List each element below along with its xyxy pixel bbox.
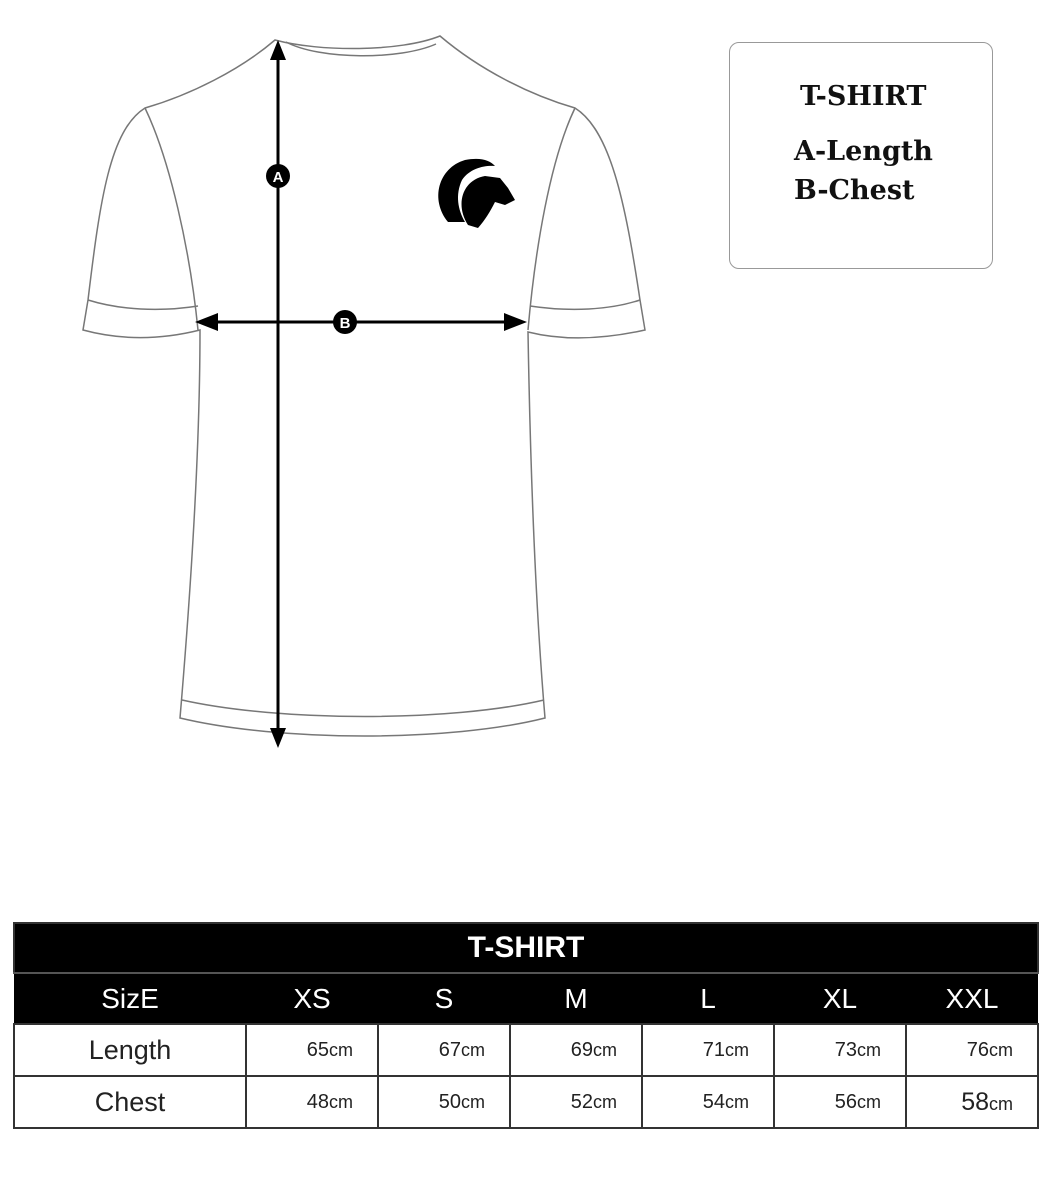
unit-label: cm: [593, 1039, 617, 1060]
measurement-value: 73: [834, 1038, 857, 1061]
length-arrow: [270, 40, 286, 748]
measurement-cell: 69cm: [509, 1023, 643, 1077]
measurement-value: 50: [438, 1090, 461, 1113]
measurement-cell: 76cm: [905, 1023, 1039, 1077]
unit-label: cm: [857, 1039, 881, 1060]
measurement-value: 52: [570, 1090, 593, 1113]
measurement-cell: 71cm: [641, 1023, 775, 1077]
measurement-cell: 54cm: [641, 1075, 775, 1129]
size-header: XS: [246, 972, 378, 1025]
measurement-value: 56: [834, 1090, 857, 1113]
unit-label: cm: [329, 1091, 353, 1112]
measurement-cell: 52cm: [509, 1075, 643, 1129]
unit-label: cm: [329, 1039, 353, 1060]
table-header-row: SizE XS S M L XL XXL: [14, 972, 1038, 1025]
measurement-value: 67: [438, 1038, 461, 1061]
unit-label: cm: [857, 1091, 881, 1112]
legend-length: A-Length: [794, 136, 933, 167]
measurement-value: 69: [570, 1038, 593, 1061]
measurement-cell: 67cm: [377, 1023, 511, 1077]
size-header: L: [642, 972, 774, 1025]
unit-label: cm: [461, 1091, 485, 1112]
measurement-cell: 58cm: [905, 1075, 1039, 1129]
unit-label: cm: [725, 1091, 749, 1112]
table-row-length: Length 65cm 67cm 69cm 71cm 73cm 76cm: [13, 1023, 1039, 1077]
measurement-value: 71: [702, 1038, 725, 1061]
unit-label: cm: [989, 1093, 1013, 1114]
unit-label: cm: [461, 1039, 485, 1060]
unit-label: cm: [725, 1039, 749, 1060]
unit-label: cm: [989, 1039, 1013, 1060]
measurement-value: 76: [966, 1038, 989, 1061]
measurement-value: 65: [306, 1038, 329, 1061]
tshirt-diagram: A B: [82, 35, 646, 748]
size-label: SizE: [14, 972, 246, 1025]
size-header: M: [510, 972, 642, 1025]
measurement-cell: 50cm: [377, 1075, 511, 1129]
ibex-head-logo-icon: [438, 158, 515, 228]
table-row-chest: Chest 48cm 50cm 52cm 54cm 56cm 58cm: [13, 1075, 1039, 1129]
row-label: Length: [13, 1023, 247, 1077]
size-table: T-SHIRT SizE XS S M L XL XXL Length 65cm…: [13, 922, 1039, 1129]
measurement-value: 58: [961, 1087, 989, 1116]
measurement-value: 54: [702, 1090, 725, 1113]
measurement-cell: 65cm: [245, 1023, 379, 1077]
size-header: XXL: [906, 972, 1038, 1025]
measurement-cell: 73cm: [773, 1023, 907, 1077]
svg-text:B: B: [340, 315, 351, 332]
table-title: T-SHIRT: [13, 922, 1039, 974]
chest-arrow: [195, 313, 527, 331]
marker-a: A: [266, 164, 290, 188]
legend-title: T-SHIRT: [800, 81, 927, 112]
table-title-row: T-SHIRT: [13, 922, 1039, 974]
svg-text:A: A: [273, 169, 284, 186]
legend-chest: B-Chest: [794, 175, 915, 206]
unit-label: cm: [593, 1091, 617, 1112]
measurement-value: 48: [306, 1090, 329, 1113]
tshirt-outline: [82, 35, 646, 737]
row-label: Chest: [13, 1075, 247, 1129]
size-header: S: [378, 972, 510, 1025]
measurement-cell: 48cm: [245, 1075, 379, 1129]
size-header: XL: [774, 972, 906, 1025]
marker-b: B: [333, 310, 357, 334]
legend-box: T-SHIRT A-Length B-Chest: [729, 42, 993, 269]
measurement-cell: 56cm: [773, 1075, 907, 1129]
